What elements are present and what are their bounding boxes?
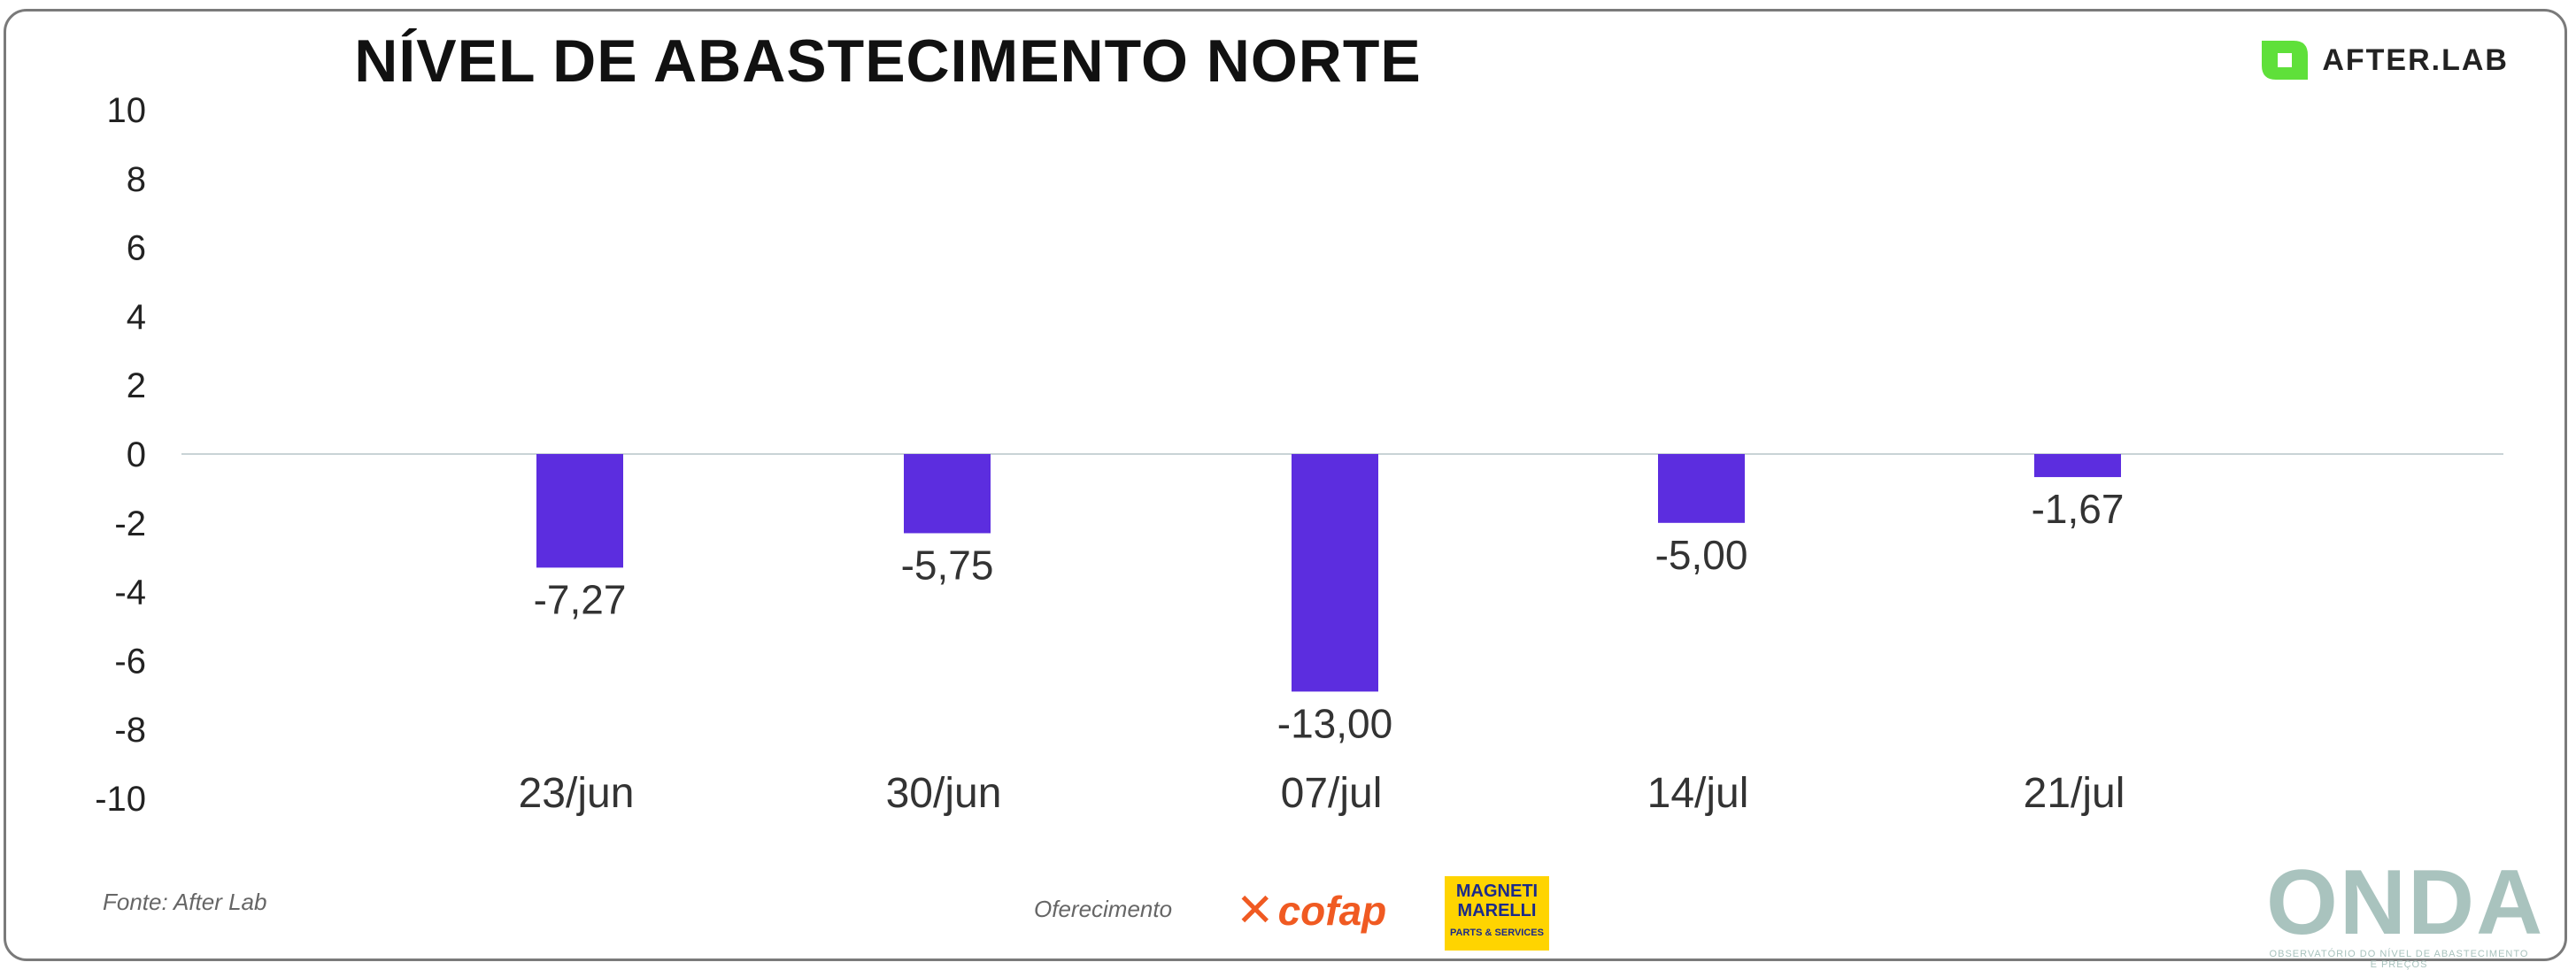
y-tick-label: 8 — [127, 160, 146, 199]
data-label: -1,67 — [2032, 486, 2125, 532]
data-label: -5,75 — [901, 542, 994, 588]
data-label: -5,00 — [1655, 532, 1748, 578]
source-note: Fonte: After Lab — [103, 889, 267, 915]
bar — [904, 454, 991, 534]
chart-title: NÍVEL DE ABASTECIMENTO NORTE — [354, 27, 1422, 95]
bar — [1658, 454, 1745, 523]
cofap-logo: ✕ cofap — [1236, 885, 1387, 936]
y-tick-label: 0 — [127, 435, 146, 474]
y-tick-label: -10 — [95, 780, 146, 819]
y-tick-label: -6 — [114, 642, 146, 681]
y-tick-label: -8 — [114, 711, 146, 750]
magneti-marelli-logo: MAGNETI MARELLI PARTS & SERVICES — [1445, 876, 1549, 951]
onda-logo: ONDA OBSERVATÓRIO DO NÍVEL DE ABASTECIME… — [2266, 851, 2545, 970]
x-tick-label: 07/jul — [1281, 770, 1383, 817]
y-tick-label: 10 — [107, 91, 147, 130]
x-tick-label: 21/jul — [2024, 770, 2125, 817]
bar — [536, 454, 623, 568]
bar — [2034, 454, 2121, 478]
y-tick-label: -2 — [114, 504, 146, 543]
y-tick-label: -4 — [114, 574, 146, 612]
afterlab-logo: AFTER.LAB — [2255, 35, 2509, 85]
data-label: -7,27 — [534, 576, 627, 622]
x-tick-label: 14/jul — [1647, 770, 1749, 817]
data-label: -13,00 — [1277, 700, 1392, 746]
y-tick-label: 2 — [127, 366, 146, 405]
cofap-x-icon: ✕ — [1236, 885, 1275, 936]
afterlab-logo-icon — [2262, 41, 2309, 80]
y-tick-label: 4 — [127, 297, 146, 336]
afterlab-logo-text: AFTER.LAB — [2322, 42, 2509, 77]
x-tick-label: 23/jun — [519, 770, 635, 817]
sponsor-label: Oferecimento — [1034, 896, 1173, 922]
x-tick-label: 30/jun — [886, 770, 1002, 817]
y-tick-label: 6 — [127, 229, 146, 268]
chart-frame — [4, 9, 2567, 961]
bar — [1292, 454, 1378, 692]
